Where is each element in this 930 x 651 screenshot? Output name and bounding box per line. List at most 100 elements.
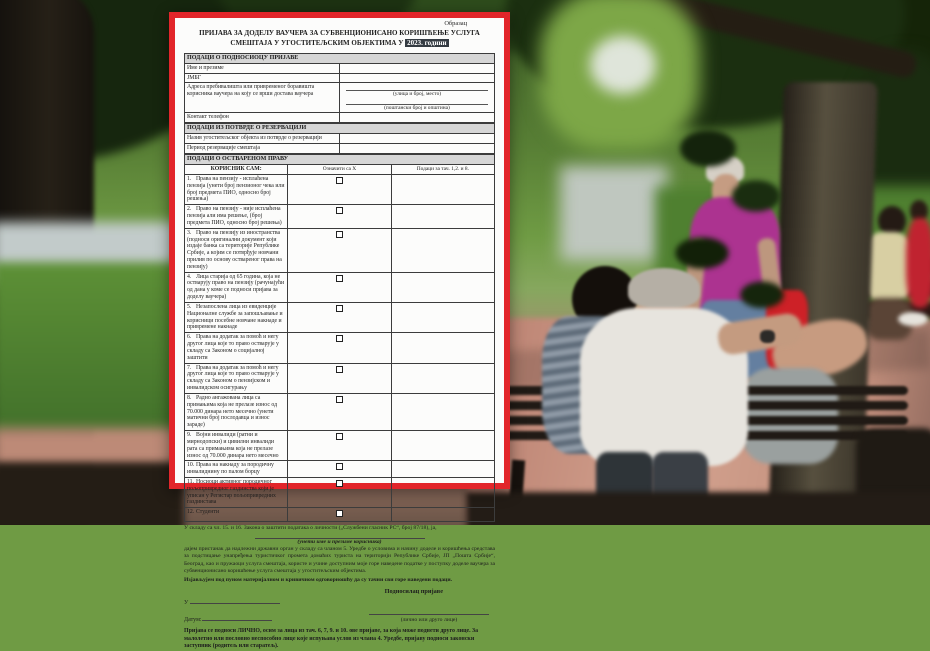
name-entry-caption: (унети име и презиме корисника) xyxy=(297,539,382,546)
voucher-application-form: Образац ПРИЈАВА ЗА ДОДЕЛУ ВАУЧЕРА ЗА СУБ… xyxy=(169,12,510,649)
row-text: Радно ангажована лица са примањима која … xyxy=(187,394,278,429)
row-number: 5. xyxy=(187,303,192,310)
phone-label: Контакт телефон xyxy=(184,112,340,124)
rights-row-text: 6. Права на додатак за помоћ и негу друго… xyxy=(183,332,289,364)
object-label: Назив угоститељског објекта из потврде о… xyxy=(184,133,340,145)
row-text: Војни инвалиди (ратни и мирнодопски) и ц… xyxy=(187,432,279,459)
shadow-bottom xyxy=(466,492,930,525)
data-protection-line: У складу са чл. 15. и 16. Закона о зашти… xyxy=(184,525,437,532)
checkbox xyxy=(335,230,343,238)
row-text: Незапослена лица из евиденције Националн… xyxy=(187,303,283,331)
rights-row-text: 3. Право на пензију из иностранства (подн… xyxy=(183,227,289,273)
rights-row-text: 7. Права на додатак за помоћ и негу друго… xyxy=(183,362,289,394)
rights-row-text: 5. Незапослена лица из евиденције Национа… xyxy=(183,301,289,334)
row-text: Студенти xyxy=(196,509,220,516)
rights-data-cell xyxy=(390,332,496,364)
row-number: 6. xyxy=(187,334,192,341)
row-number: 8. xyxy=(187,394,192,401)
background-woman-head xyxy=(878,206,906,236)
rights-checkbox-cell xyxy=(287,227,392,273)
row-text: Право на пензију из иностранства (поднос… xyxy=(187,229,282,270)
rights-checkbox-cell xyxy=(287,476,392,509)
checkbox xyxy=(335,463,343,471)
name-field xyxy=(339,62,495,74)
row-number: 11. xyxy=(187,479,195,485)
row-number: 10. xyxy=(187,462,195,469)
seated-man-hair xyxy=(628,268,700,308)
person-in-red xyxy=(906,218,930,308)
rights-data-cell xyxy=(390,507,496,523)
checkbox xyxy=(335,335,343,343)
row-number: 7. xyxy=(187,364,192,371)
rights-col-user: КОРИСНИК САМ: xyxy=(183,164,289,175)
rights-row-text: 1. Права на пензију - исплаћена пензија (… xyxy=(183,173,289,206)
rights-row-text: 10. Права на накнаду за породичну инвалид… xyxy=(183,460,289,478)
row-number: 12. xyxy=(187,509,195,516)
rights-checkbox-cell xyxy=(287,271,392,303)
rights-data-cell xyxy=(390,362,496,394)
row-text: Права на додатак за помоћ и негу другог … xyxy=(187,334,279,361)
place-row: У xyxy=(184,598,495,606)
row-text: Право на пензију - није исплаћена пензиј… xyxy=(187,206,282,226)
date-label: Датум: xyxy=(184,616,202,623)
row-number: 2. xyxy=(187,206,192,213)
row-number: 1. xyxy=(187,175,192,182)
object-field xyxy=(339,133,495,145)
row-text: Лица старија од 65 година, која не оства… xyxy=(187,273,285,301)
rights-data-cell xyxy=(390,430,496,462)
address-field: (улица и број, место) (поштански број и … xyxy=(339,82,495,114)
rights-checkbox-cell xyxy=(287,362,392,394)
rights-data-cell xyxy=(390,476,496,509)
applicant-table: ПОДАЦИ О ПОДНОСИОЦУ ПРИЈАВЕ Име и презим… xyxy=(184,52,495,124)
shadow-bottom-left xyxy=(0,462,184,525)
row-text: Права на додатак за помоћ и негу другог … xyxy=(187,364,279,392)
rights-row-text: 8. Радно ангажована лица са примањима кој… xyxy=(183,392,289,432)
checkbox xyxy=(335,365,343,373)
form-title-year-highlight: 2023. години xyxy=(405,38,449,47)
grass-left xyxy=(0,262,178,437)
place-group: У xyxy=(184,598,280,606)
row-text: Права на пензију - исплаћена пензија (ун… xyxy=(187,175,285,203)
rights-row-text: 12. Студенти xyxy=(183,507,289,523)
address-street-line xyxy=(346,84,488,92)
row-number: 4. xyxy=(187,273,192,280)
applicant-section-header: ПОДАЦИ О ПОДНОСИОЦУ ПРИЈАВЕ xyxy=(184,52,495,64)
address-street-hint: (улица и број, место) xyxy=(392,91,442,98)
rights-section-header: ПОДАЦИ О ОСТВАРЕНОМ ПРАВУ xyxy=(184,153,495,166)
jmbg-label: ЈМБГ xyxy=(184,72,340,84)
checkbox xyxy=(335,274,343,282)
rights-table: ПОДАЦИ О ОСТВАРЕНОМ ПРАВУ КОРИСНИК САМ: … xyxy=(183,153,496,523)
rights-row-text: 9. Војни инвалиди (ратни и мирнодопски) и… xyxy=(183,430,289,462)
reservation-table: ПОДАЦИ ИЗ ПОТВРДЕ О РЕЗЕРВАЦИЈИ Назив уг… xyxy=(184,123,495,154)
wristwatch xyxy=(760,330,775,343)
place-line xyxy=(189,598,280,604)
checkbox xyxy=(335,510,343,518)
reservation-section-header: ПОДАЦИ ИЗ ПОТВРДЕ О РЕЗЕРВАЦИЈИ xyxy=(184,123,495,135)
rights-checkbox-cell xyxy=(287,507,392,523)
sky-gap xyxy=(590,36,656,94)
rights-checkbox-cell xyxy=(287,173,392,206)
rights-row-text: 11. Носиоци активног породичног пољопривр… xyxy=(183,476,289,509)
rights-row-text: 2. Право на пензију - није исплаћена пенз… xyxy=(183,204,289,229)
rights-data-cell xyxy=(390,204,496,229)
rights-checkbox-cell xyxy=(287,204,392,229)
consent-paragraph: дајем пристанак да надлежни државни орга… xyxy=(184,546,495,574)
checkbox xyxy=(335,395,343,403)
row-text: Носиоци активног породичног пољопривредн… xyxy=(187,479,276,506)
date-line xyxy=(201,615,272,621)
signer-group: (лично или друго лице) xyxy=(369,609,489,623)
phone-field xyxy=(339,112,495,124)
submission-note: Пријава се подноси ЛИЧНО, осим за лица и… xyxy=(184,627,479,650)
address-label: Адреса пребивалишта или привременог бора… xyxy=(184,82,340,114)
park-photo-background xyxy=(0,0,930,525)
name-label: Име и презиме xyxy=(184,62,340,74)
date-group: Датум: xyxy=(184,615,272,623)
signature-title: Подносилац пријаве xyxy=(384,587,443,595)
date-signature-row: Датум: (лично или друго лице) xyxy=(184,609,495,623)
rights-row-text: 4. Лица старија од 65 година, која не ост… xyxy=(183,271,289,303)
form-corner-label: Образац xyxy=(444,20,467,27)
rights-checkbox-cell xyxy=(287,430,392,462)
period-field xyxy=(339,143,495,154)
background-woman-shoe xyxy=(898,312,928,326)
row-text: Права на накнаду за породичну инвалиднин… xyxy=(187,462,274,476)
